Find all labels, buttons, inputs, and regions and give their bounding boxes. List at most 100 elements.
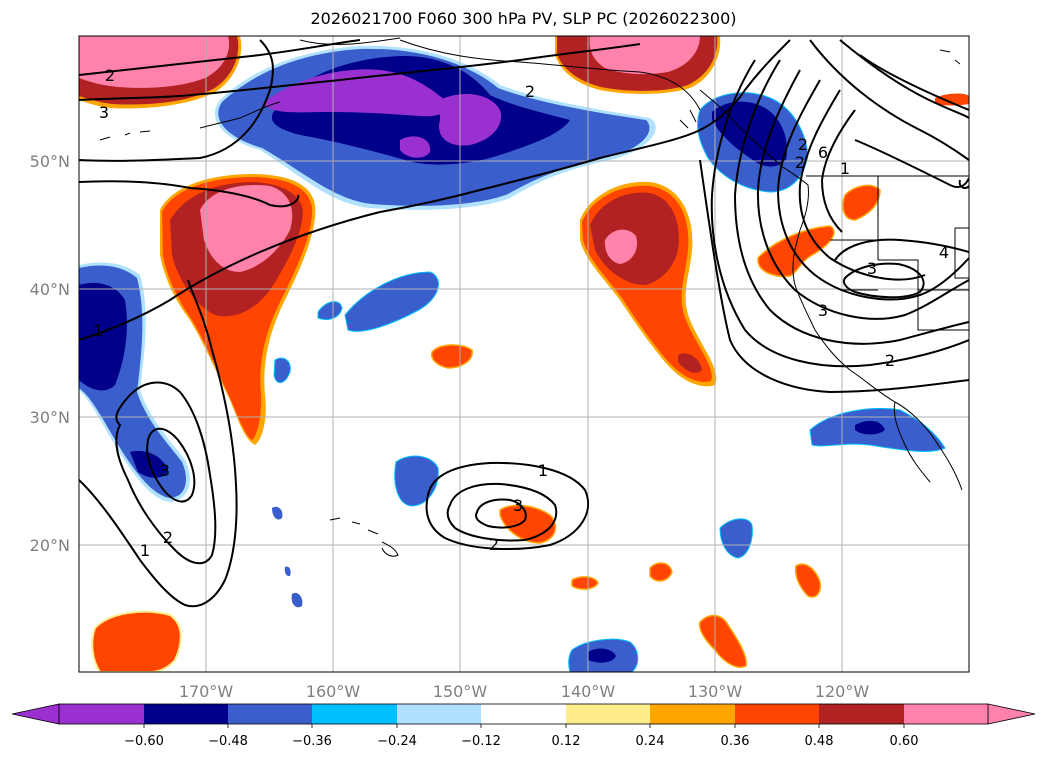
pv-area-n-pacific-purple-3 [400, 136, 431, 158]
contour-label: 1 [140, 541, 150, 560]
colorbar-segment [650, 704, 735, 724]
contour-label: 1 [93, 321, 103, 340]
slp-contour-inland-3 [842, 262, 925, 299]
lat-label-50: 50°N [30, 152, 70, 171]
colorbar-tick-label: 0.36 [721, 734, 750, 749]
pv-blob-orange-3 [571, 576, 599, 590]
lon-label-160: 160°W [306, 682, 361, 701]
colorbar-segment [566, 704, 650, 724]
contour-label: 1 [538, 461, 548, 480]
slp-contour-top-2 [79, 43, 641, 101]
colorbar-segment [397, 704, 481, 724]
colorbar-segment [312, 704, 397, 724]
contour-label: 2 [105, 66, 115, 85]
coast-alaska [299, 37, 701, 111]
colorbar: −0.60 −0.48 −0.36 −0.24 −0.12 0.12 0.24 … [11, 703, 1036, 749]
slp-contour-ne-3 [839, 39, 969, 119]
colorbar-segment [144, 704, 228, 724]
lon-label-150: 150°W [433, 682, 488, 701]
slp-contour-1-long [79, 39, 791, 341]
contour-label: 2 [525, 82, 535, 101]
contour-label: 1 [840, 159, 850, 178]
coast-aleutians [199, 101, 281, 129]
coast-aleutian-islands [99, 130, 151, 141]
slp-contour-west-2 [79, 180, 300, 208]
contour-label: 3 [818, 301, 828, 320]
pv-blob-small-1 [273, 357, 291, 383]
contour-label: 3 [513, 496, 523, 515]
pv-blob-small-4 [284, 566, 291, 577]
colorbar-extend-right [987, 703, 1036, 725]
coastlines [99, 37, 969, 557]
lat-label-30: 30°N [30, 408, 70, 427]
colorbar-tick-label: 0.24 [636, 734, 665, 749]
slp-contour-e-6 [798, 89, 926, 281]
pv-blob-orange-7 [91, 610, 182, 672]
slp-contour-sw-2 [115, 381, 217, 565]
coast-us-west [792, 229, 963, 491]
slp-contour-e-2 [710, 59, 969, 368]
slp-contour-center-3 [475, 498, 527, 529]
colorbar-extend-left [11, 703, 60, 725]
coast-bc [699, 89, 809, 231]
slp-contour-e-7 [820, 109, 856, 233]
pv-area-ce-mid-2 [678, 353, 702, 373]
contour-label: 6 [818, 143, 828, 162]
map-content: 2 3 2 1 2 1 3 2 1 3 2 1 3 2 6 4 3 2 [79, 36, 969, 672]
slp-contour-sw-1 [79, 279, 238, 608]
colorbar-segment [735, 704, 819, 724]
pv-area-n-pacific-purple-2 [439, 94, 502, 146]
pv-area-edge-red [935, 93, 969, 106]
lon-label-170: 170°W [179, 682, 234, 701]
lon-label-140: 140°W [561, 682, 616, 701]
slp-contour-ne-4 [854, 139, 969, 188]
lon-label-130: 130°W [688, 682, 743, 701]
contour-label: 4 [939, 243, 949, 262]
contour-labels: 2 3 2 1 2 1 3 2 1 3 2 1 3 2 6 4 3 2 [93, 66, 949, 560]
colorbar-segment [59, 704, 144, 724]
pv-area-n-pacific-purple-1 [262, 69, 449, 117]
lon-label-120: 120°W [815, 682, 870, 701]
pv-area-wc-pink [200, 185, 293, 272]
colorbar-tick-label: −0.12 [461, 734, 501, 749]
slp-contour-center-1 [425, 461, 590, 551]
pv-blob-orange-1 [430, 344, 473, 369]
contour-label: 2 [163, 528, 173, 547]
colorbar-tick-label: 0.12 [552, 734, 581, 749]
colorbar-tick-label: −0.48 [208, 734, 248, 749]
slp-contour-nw-loop [79, 39, 274, 162]
pv-blob-bottom-dark [588, 648, 616, 663]
lat-label-40: 40°N [30, 280, 70, 299]
colorbar-outline [58, 703, 989, 725]
slp-contour-e-3 [733, 59, 969, 345]
pv-blob-orange-6 [794, 563, 822, 598]
map-title: 2026021700 F060 300 hPa PV, SLP PC (2026… [310, 9, 737, 28]
colorbar-tick-label: −0.60 [124, 734, 164, 749]
slp-contour-ne-2 [809, 39, 969, 161]
latitude-labels: 50°N 40°N 30°N 20°N [30, 152, 70, 555]
contour-label: 2 [489, 535, 499, 554]
pv-blob-mid-2 [317, 301, 343, 321]
pv-area-west-dark [79, 282, 127, 391]
slp-contours [79, 39, 969, 608]
pv-area-ca-red [757, 225, 835, 278]
contour-label: 3 [867, 259, 877, 278]
map-frame [78, 35, 970, 673]
colorbar-segment [904, 704, 988, 724]
colorbar-tick-label: −0.36 [292, 734, 332, 749]
colorbar-segment [481, 704, 566, 724]
pv-area-nw-pink [79, 36, 230, 88]
pv-blob-orange-4 [649, 562, 673, 582]
contour-label: 3 [160, 461, 170, 480]
lat-label-20: 20°N [30, 536, 70, 555]
contour-label: 2 [795, 153, 805, 172]
coast-islands-ne [679, 49, 961, 129]
coast-hawaii [329, 517, 399, 557]
contour-label: 3 [99, 103, 109, 122]
slp-contour-sw-3 [146, 427, 196, 503]
pv-blob-small-2 [272, 506, 283, 520]
pv-area-ce-pink [604, 229, 638, 264]
pv-area-tc-pink [589, 36, 700, 75]
colorbar-tick-label: 0.60 [890, 734, 919, 749]
